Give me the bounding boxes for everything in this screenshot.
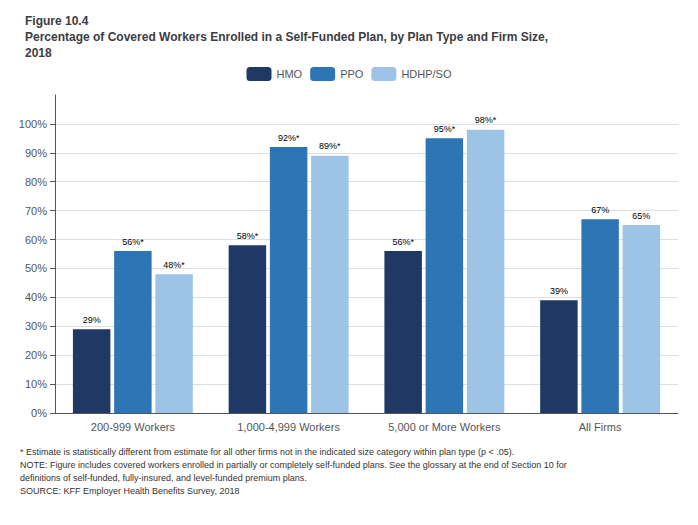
svg-text:29%: 29% [83,315,101,325]
svg-text:92%*: 92%* [278,133,300,143]
svg-text:80%: 80% [25,176,47,188]
svg-text:SOURCE: KFF Employer Health Be: SOURCE: KFF Employer Health Benefits Sur… [20,486,239,496]
svg-text:* Estimate is statistically di: * Estimate is statistically different fr… [20,447,514,457]
svg-text:Figure 10.4: Figure 10.4 [25,14,89,28]
svg-text:Percentage of Covered Workers: Percentage of Covered Workers Enrolled i… [25,30,548,44]
svg-text:HMO: HMO [276,68,302,80]
svg-text:67%: 67% [591,205,609,215]
svg-text:1,000-4,999 Workers: 1,000-4,999 Workers [237,421,340,433]
svg-text:70%: 70% [25,205,47,217]
svg-text:56%*: 56%* [392,237,414,247]
svg-text:definitions of self-funded, fu: definitions of self-funded, fully-insure… [20,473,307,483]
svg-text:58%*: 58%* [237,231,259,241]
svg-text:HDHP/SO: HDHP/SO [401,68,452,80]
svg-text:200-999 Workers: 200-999 Workers [91,421,176,433]
svg-text:65%: 65% [632,211,650,221]
svg-text:All Firms: All Firms [579,421,622,433]
svg-text:48%*: 48%* [163,260,185,270]
svg-text:10%: 10% [25,378,47,390]
svg-text:2018: 2018 [25,46,52,60]
svg-text:100%: 100% [19,118,47,130]
svg-text:39%: 39% [550,286,568,296]
svg-text:NOTE: Figure includes covered: NOTE: Figure includes covered workers en… [20,460,567,470]
svg-text:89%*: 89%* [319,141,341,151]
svg-text:30%: 30% [25,320,47,332]
svg-text:5,000 or More Workers: 5,000 or More Workers [388,421,501,433]
svg-text:40%: 40% [25,291,47,303]
svg-text:50%: 50% [25,262,47,274]
svg-text:95%*: 95%* [434,124,456,134]
svg-text:0%: 0% [31,407,47,419]
svg-text:20%: 20% [25,349,47,361]
svg-text:PPO: PPO [340,68,364,80]
svg-text:56%*: 56%* [122,237,144,247]
svg-text:60%: 60% [25,234,47,246]
svg-text:90%: 90% [25,147,47,159]
svg-text:98%*: 98%* [475,115,497,125]
